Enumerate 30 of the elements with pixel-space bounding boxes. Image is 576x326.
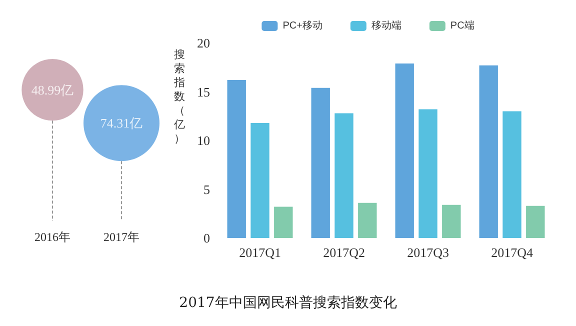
- y-tick-label: 0: [204, 230, 210, 246]
- bar: [502, 111, 522, 238]
- x-tick-label: 2017Q4: [491, 245, 534, 260]
- legend-label: PC端: [450, 20, 474, 32]
- bar: [442, 204, 461, 238]
- text: 2017年中国网民科普搜索指数变化: [178, 294, 398, 312]
- bar: [395, 63, 414, 238]
- data-label: 48.99亿: [31, 82, 74, 98]
- bar: [358, 202, 377, 238]
- y-tick-label: 10: [197, 133, 210, 148]
- data-label: 74.31亿: [100, 116, 143, 131]
- legend-label: PC+移动: [282, 20, 322, 32]
- bar: [526, 206, 545, 238]
- bar: [479, 65, 498, 238]
- bar: [227, 80, 246, 238]
- category-label: 2017年: [104, 230, 140, 244]
- y-axis-title: 搜索指数（亿）: [173, 48, 185, 145]
- legend-label: 移动端: [371, 20, 402, 32]
- category-label: 2016年: [34, 230, 70, 244]
- bar: [311, 88, 330, 238]
- bar: [274, 206, 293, 238]
- bar: [250, 122, 270, 238]
- y-tick-label: 20: [197, 36, 210, 50]
- y-tick-label: 15: [197, 84, 210, 100]
- bar: [334, 113, 354, 238]
- bar: [418, 109, 438, 238]
- x-tick-label: 2017Q2: [323, 245, 365, 260]
- y-tick-label: 5: [204, 182, 210, 197]
- x-tick-label: 2017Q1: [239, 245, 281, 260]
- x-tick-label: 2017Q3: [407, 245, 449, 260]
